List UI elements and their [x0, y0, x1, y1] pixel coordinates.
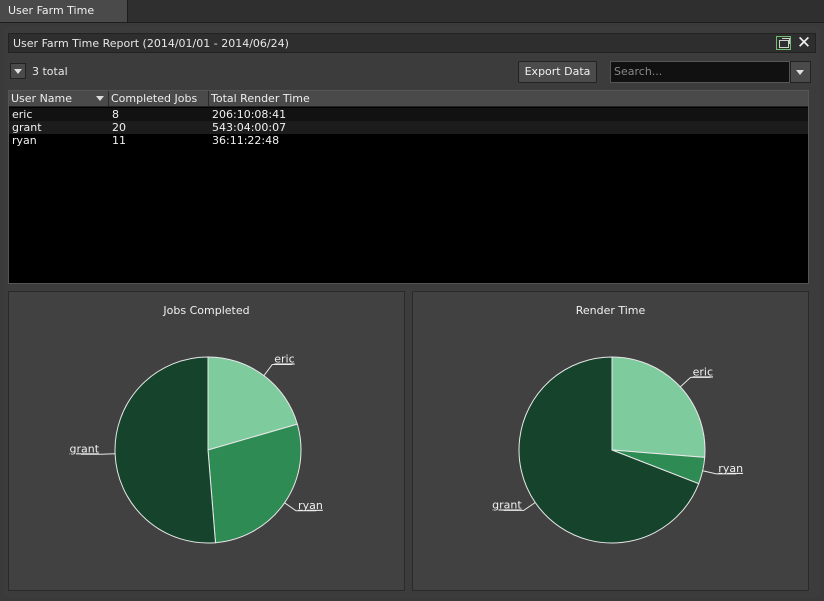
column-header-total-render-time[interactable]: Total Render Time: [211, 92, 310, 105]
render-time-chart: Render Time eric ryan grant: [412, 291, 809, 591]
cell-user-name: eric: [12, 108, 33, 121]
close-icon[interactable]: ✕: [796, 33, 812, 53]
cell-completed-jobs: 20: [112, 121, 126, 134]
cell-total-render-time: 206:10:08:41: [212, 108, 287, 121]
tab-user-farm-time-report[interactable]: User Farm Time Report: [0, 0, 128, 39]
leader-line-ryan: [284, 502, 317, 512]
pie-slice-grant[interactable]: [518, 356, 700, 544]
cell-completed-jobs: 11: [112, 134, 126, 147]
jobs-completed-pie: eric ryan grant: [70, 352, 323, 544]
chart-title: Jobs Completed: [163, 304, 250, 317]
column-header-label: User Name: [11, 92, 73, 105]
slice-label-eric: eric: [274, 352, 294, 365]
leader-line-ryan: [702, 470, 737, 475]
slice-label-eric: eric: [693, 365, 713, 378]
cell-user-name: ryan: [12, 134, 37, 147]
restore-window-icon[interactable]: [776, 36, 791, 50]
table-row[interactable]: ryan 11 36:11:22:48: [9, 134, 808, 147]
pie-slice-eric[interactable]: [611, 356, 706, 458]
pie-slice-eric[interactable]: [207, 356, 298, 451]
table-row[interactable]: eric 8 206:10:08:41: [9, 108, 808, 121]
slice-label-ryan: ryan: [718, 462, 743, 475]
options-dropdown-button[interactable]: [10, 63, 26, 79]
table-row[interactable]: grant 20 543:04:00:07: [9, 121, 808, 134]
user-time-table: User Name Completed Jobs Total Render Ti…: [8, 90, 809, 284]
jobs-completed-chart: Jobs Completed eric ryan grant: [8, 291, 405, 591]
cell-total-render-time: 36:11:22:48: [212, 134, 280, 147]
leader-line-eric: [679, 376, 711, 388]
pie-slice-grant[interactable]: [114, 356, 217, 544]
report-title: User Farm Time Report (2014/01/01 - 2014…: [13, 37, 289, 50]
search-dropdown-button[interactable]: [790, 61, 811, 83]
report-panel: User Farm Time Report (2014/01/01 - 2014…: [4, 27, 820, 597]
column-header-user-name[interactable]: User Name: [9, 91, 109, 106]
slice-label-grant: grant: [70, 442, 100, 455]
slice-label-grant: grant: [492, 498, 522, 511]
column-header-completed-jobs[interactable]: Completed Jobs: [109, 91, 209, 106]
cell-user-name: grant: [12, 121, 42, 134]
total-count: 3 total: [32, 65, 68, 78]
report-title-bar: User Farm Time Report (2014/01/01 - 2014…: [8, 33, 816, 53]
cell-completed-jobs: 8: [112, 108, 119, 121]
leader-line-eric: [263, 363, 293, 376]
cell-total-render-time: 543:04:00:07: [212, 121, 287, 134]
pie-slice-ryan[interactable]: [207, 423, 302, 544]
render-time-pie: eric ryan grant: [492, 356, 743, 544]
toolbar: 3 total Export Data Search...: [8, 60, 816, 84]
table-header: User Name Completed Jobs Total Render Ti…: [9, 91, 808, 107]
sort-descending-icon: [96, 96, 104, 101]
leader-line-grant: [81, 453, 116, 455]
search-input[interactable]: Search...: [610, 61, 790, 83]
export-data-button[interactable]: Export Data: [518, 61, 597, 83]
leader-line-grant: [503, 502, 536, 511]
tab-bar: User Farm Time Report: [0, 0, 824, 39]
chart-title: Render Time: [575, 304, 646, 317]
slice-label-ryan: ryan: [298, 499, 323, 512]
